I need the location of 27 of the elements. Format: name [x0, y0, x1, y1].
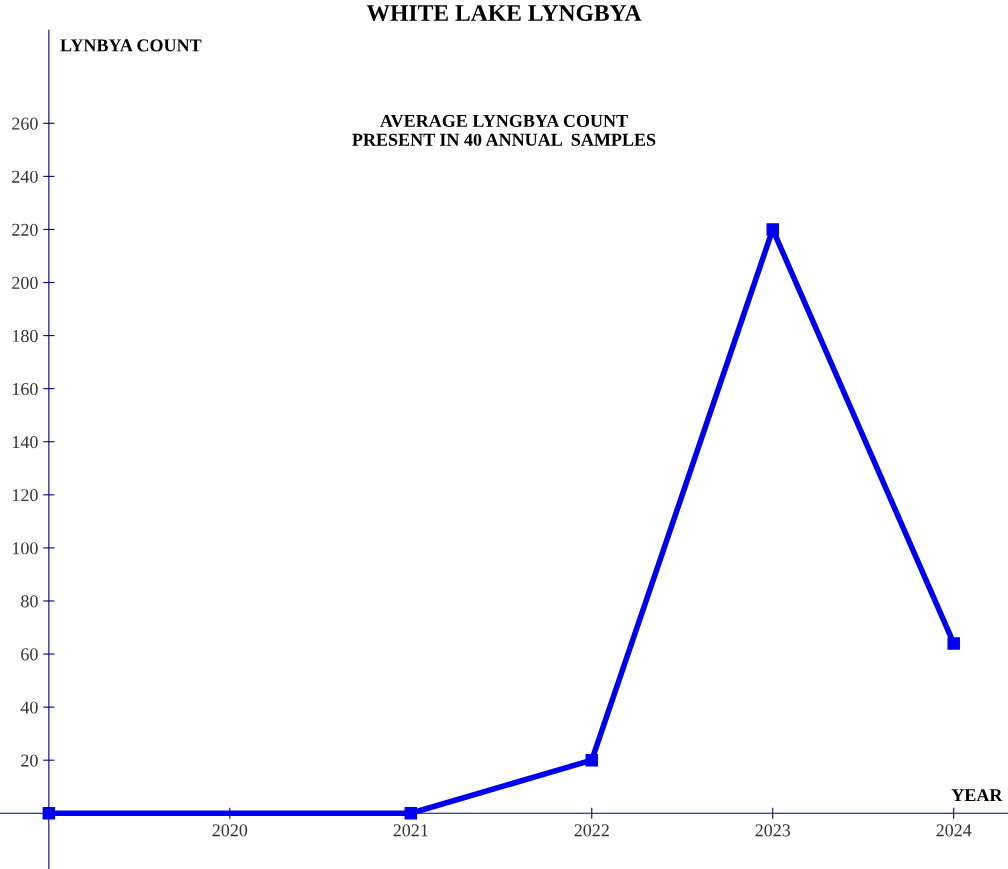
y-tick-label: 220 [12, 223, 38, 236]
x-tick-label: 2023 [755, 824, 791, 837]
point [42, 807, 56, 820]
x-tick-label: 2020 [212, 824, 248, 837]
point [766, 223, 779, 236]
x-tick-label: 2021 [393, 824, 428, 837]
x-tick-label: 2024 [936, 824, 972, 837]
chart-title: WHITE LAKE LYNGBYA [366, 5, 642, 22]
y-tick-label: 160 [12, 382, 38, 396]
x-tick-label: 2022 [574, 824, 609, 837]
y-tick-label: 100 [12, 542, 38, 555]
y-tick-label: 200 [12, 276, 38, 289]
y-axis-title: LYNBYA COUNT [60, 39, 202, 52]
x-axis-title: YEAR [951, 789, 1003, 802]
y-tick-label: 60 [21, 648, 38, 661]
point [585, 753, 599, 767]
y-tick-label: 180 [12, 329, 38, 343]
point [404, 807, 418, 820]
y-tick-label: 120 [12, 489, 38, 502]
annotation: AVERAGE LYNGBYA COUNT PRESENT IN 40 ANNUAL SAMPLES [352, 114, 656, 146]
y-tick-label: 140 [12, 436, 38, 449]
point [947, 637, 960, 650]
y-tick-label: 40 [20, 701, 38, 714]
y-tick-label: 80 [21, 595, 38, 608]
y-tick-label: 260 [12, 117, 38, 130]
y-tick-label: 20 [21, 754, 38, 767]
y-tick-label: 240 [12, 170, 38, 183]
